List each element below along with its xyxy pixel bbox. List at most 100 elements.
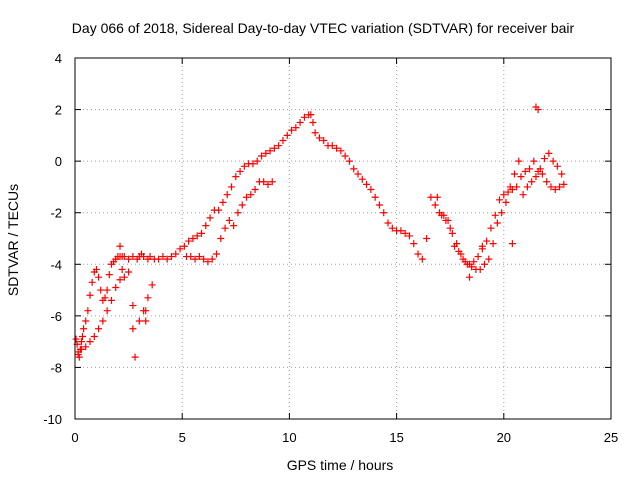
data-point [187, 253, 195, 261]
data-point [236, 167, 244, 175]
data-point [258, 152, 266, 160]
data-point [163, 255, 171, 263]
data-point [180, 242, 188, 250]
data-point [135, 317, 143, 325]
data-point [423, 235, 431, 242]
data-point [105, 271, 113, 279]
data-point [107, 296, 115, 304]
data-point [526, 165, 534, 173]
x-tick-label: 5 [179, 430, 186, 445]
data-point [74, 351, 82, 359]
data-point [189, 235, 197, 242]
data-point [410, 240, 418, 248]
data-point [202, 222, 210, 230]
data-point [129, 325, 137, 333]
data-point [200, 255, 208, 263]
data-point [266, 147, 274, 155]
x-tick-label: 0 [71, 430, 78, 445]
data-point [155, 255, 163, 263]
data-point [204, 258, 212, 266]
data-point [481, 260, 489, 268]
data-point [230, 222, 238, 230]
data-point [549, 157, 557, 165]
data-point [534, 106, 542, 114]
data-point [483, 237, 491, 245]
data-point [485, 255, 493, 263]
data-point [172, 250, 180, 258]
data-point [219, 198, 227, 206]
x-tick-label: 10 [282, 430, 296, 445]
data-point [500, 191, 508, 199]
data-point [328, 142, 336, 150]
data-point [384, 219, 392, 227]
y-tick-label: 0 [55, 154, 62, 169]
data-point [414, 250, 422, 258]
data-point [253, 157, 261, 165]
data-point [116, 276, 124, 284]
data-point [354, 170, 362, 178]
data-point [496, 196, 504, 204]
data-point [262, 149, 270, 157]
data-point [228, 183, 236, 191]
data-point [309, 118, 317, 126]
y-tick-label: -4 [50, 257, 62, 272]
data-point [476, 265, 484, 273]
data-point [260, 178, 268, 186]
grid [75, 58, 611, 419]
chart-title: Day 066 of 2018, Sidereal Day-to-day VTE… [72, 20, 575, 36]
data-point [405, 232, 413, 240]
data-point [118, 265, 126, 273]
data-point [270, 144, 278, 152]
data-point [545, 149, 553, 157]
x-tick-label: 25 [604, 430, 618, 445]
data-point [234, 209, 242, 217]
data-point [193, 232, 201, 240]
data-point [99, 317, 107, 325]
data-point [470, 258, 478, 266]
y-tick-label: -10 [43, 412, 62, 427]
data-point [418, 255, 426, 263]
data-point [120, 253, 128, 261]
data-point [541, 155, 549, 163]
y-tick-label: -2 [50, 206, 62, 221]
data-point [232, 173, 240, 181]
data-point [371, 193, 379, 201]
data-point [288, 126, 296, 134]
data-point [367, 186, 375, 194]
data-point [493, 219, 501, 227]
data-point [553, 162, 561, 170]
data-point [148, 281, 156, 289]
data-point [558, 170, 566, 178]
data-point [101, 294, 109, 302]
data-point [489, 240, 497, 248]
data-point [129, 302, 137, 310]
data-point [88, 278, 96, 286]
data-point [208, 255, 216, 263]
data-point [120, 273, 128, 281]
data-point [511, 170, 519, 178]
data-point [116, 242, 124, 250]
data-point [523, 183, 531, 191]
data-point [112, 283, 120, 291]
data-point [521, 167, 529, 175]
data-point [238, 201, 246, 209]
data-point [465, 273, 473, 281]
data-point [213, 250, 221, 258]
data-point [491, 211, 499, 219]
data-point [487, 224, 495, 232]
data-point [176, 245, 184, 253]
data-point [543, 178, 551, 186]
y-tick-label: -8 [50, 360, 62, 375]
data-point [315, 134, 323, 142]
data-point [498, 209, 506, 217]
data-point [350, 165, 358, 173]
data-point [140, 253, 148, 261]
data-point [474, 253, 482, 261]
data-point [478, 245, 486, 253]
data-point [86, 291, 94, 299]
data-point [84, 307, 92, 315]
data-point [547, 183, 555, 191]
data-point [397, 227, 405, 235]
plot-frame [74, 57, 612, 420]
